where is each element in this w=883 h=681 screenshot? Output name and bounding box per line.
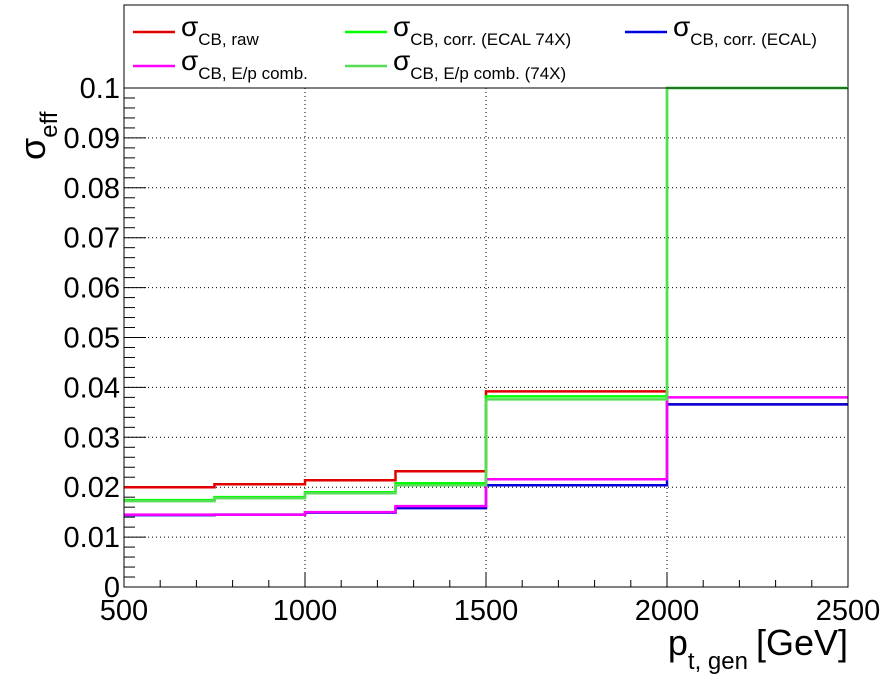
y-tick-label: 0.03 (64, 422, 120, 454)
legend-label-1: σCB, corr. (ECAL 74X) (393, 11, 571, 49)
y-tick-label: 0.09 (64, 123, 120, 155)
y-tick-label: 0.04 (64, 372, 120, 404)
series-3-line (124, 396, 848, 516)
x-axis-title: pt, gen [GeV] (668, 622, 848, 675)
x-tick-label: 2000 (635, 595, 700, 627)
legend-label-4: σCB, E/p comb. (74X) (393, 45, 566, 83)
legend-entries: σCB, raw σCB, corr. (ECAL 74X) σCB, corr. … (133, 11, 817, 83)
y-tick-label: 0.06 (64, 273, 120, 305)
y-axis-title: σeff (12, 111, 63, 160)
y-tick-label: 0.08 (64, 173, 120, 205)
x-tick-label: 2500 (816, 595, 881, 627)
series-lines (124, 86, 848, 517)
legend-box (123, 4, 849, 89)
legend-label-2: σCB, corr. (ECAL) (673, 11, 817, 49)
y-tick-labels: 0 0.01 0.02 0.03 0.04 0.05 0.06 0.07 0.08 0.09 0.1 (64, 73, 120, 604)
x-tick-label: 1000 (273, 595, 338, 627)
y-axis-title-sub: eff (36, 111, 63, 138)
y-tick-label: 0 (104, 572, 120, 604)
x-axis-title-main: p (668, 622, 688, 663)
y-tick-label: 0.01 (64, 522, 120, 554)
x-axis-title-unit: [GeV] (756, 622, 848, 663)
x-tick-labels: 500 1000 1500 2000 2500 (100, 595, 880, 627)
legend-label-0: σCB, raw (181, 11, 259, 49)
x-tick-label: 500 (100, 595, 148, 627)
y-axis-title-main: σ (12, 138, 53, 160)
series-4-line (124, 86, 848, 503)
x-tick-label: 1500 (454, 595, 519, 627)
x-axis-title-sub: t, gen (688, 648, 748, 675)
y-tick-label: 0.05 (64, 323, 120, 355)
y-tick-label: 0.07 (64, 223, 120, 255)
y-tick-label: 0.1 (80, 73, 120, 105)
grid-lines (124, 88, 848, 587)
plot-frame (123, 87, 849, 588)
y-tick-label: 0.02 (64, 472, 120, 504)
legend-label-3: σCB, E/p comb. (181, 45, 308, 83)
